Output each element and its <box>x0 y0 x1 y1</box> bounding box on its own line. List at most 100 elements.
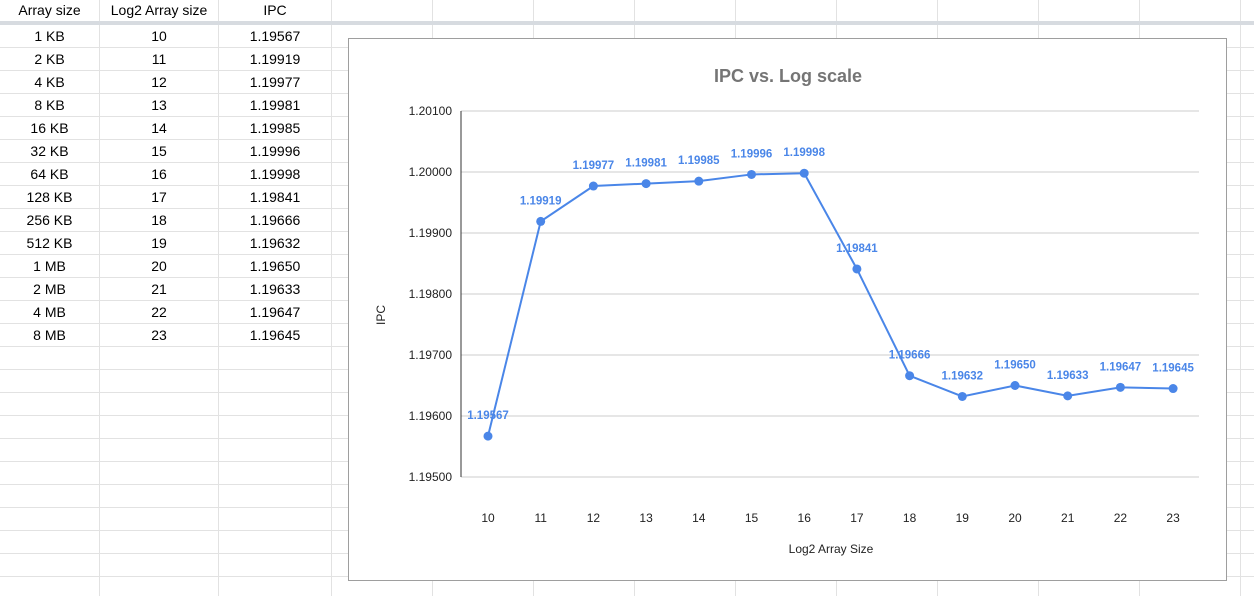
data-label: 1.19985 <box>678 155 720 167</box>
y-tick-label: 1.20100 <box>409 104 453 118</box>
cell-array-size[interactable]: 8 MB <box>33 327 66 343</box>
header-cell-ipc[interactable]: IPC <box>263 2 287 18</box>
data-point[interactable] <box>536 216 546 226</box>
data-point[interactable] <box>1063 391 1073 401</box>
cell-log2-array-size[interactable]: 11 <box>151 51 167 67</box>
column-divider <box>1240 0 1241 596</box>
data-label: 1.19567 <box>467 410 509 422</box>
y-axis-title: IPC <box>374 305 388 325</box>
data-label: 1.19841 <box>836 243 878 255</box>
cell-array-size[interactable]: 4 MB <box>33 304 66 320</box>
data-point[interactable] <box>1010 381 1020 390</box>
data-label: 1.19981 <box>625 158 667 170</box>
cell-ipc[interactable]: 1.19567 <box>249 28 301 44</box>
cell-log2-array-size[interactable]: 16 <box>151 166 167 182</box>
data-point[interactable] <box>1168 384 1178 394</box>
y-tick-label: 1.19500 <box>409 470 453 484</box>
series-points <box>483 168 1178 441</box>
chart-title: IPC vs. Log scale <box>714 66 862 86</box>
cell-log2-array-size[interactable]: 13 <box>151 97 167 113</box>
cell-log2-array-size[interactable]: 20 <box>151 258 167 274</box>
data-labels: 1.19567 1.19919 1.19977 1.19981 1.19985 1.199… <box>467 147 1194 422</box>
cell-array-size[interactable]: 1 MB <box>33 258 66 274</box>
x-tick-label: 18 <box>903 511 917 525</box>
cell-ipc[interactable]: 1.19981 <box>249 97 301 113</box>
y-tick-label: 1.19900 <box>409 226 453 240</box>
cell-array-size[interactable]: 64 KB <box>30 166 69 182</box>
column-divider <box>218 0 219 596</box>
cell-ipc[interactable]: 1.19633 <box>249 281 301 297</box>
cell-array-size[interactable]: 2 KB <box>34 51 65 67</box>
data-point[interactable] <box>588 181 598 191</box>
cell-log2-array-size[interactable]: 23 <box>151 327 167 343</box>
cell-array-size[interactable]: 8 KB <box>34 97 65 113</box>
x-tick-label: 16 <box>798 511 812 525</box>
cell-log2-array-size[interactable]: 10 <box>151 28 167 44</box>
cell-array-size[interactable]: 16 KB <box>30 120 69 136</box>
cell-array-size[interactable]: 512 KB <box>26 235 73 251</box>
x-tick-label: 20 <box>1008 511 1022 525</box>
cell-ipc[interactable]: 1.19977 <box>249 74 301 90</box>
cell-ipc[interactable]: 1.19998 <box>249 166 301 182</box>
data-point[interactable] <box>641 179 651 189</box>
cell-log2-array-size[interactable]: 15 <box>151 143 167 159</box>
column-divider <box>331 0 332 596</box>
x-tick-label: 21 <box>1061 511 1075 525</box>
y-tick-label: 1.20000 <box>409 165 453 179</box>
cell-ipc[interactable]: 1.19666 <box>249 212 301 228</box>
cell-ipc[interactable]: 1.19996 <box>249 143 301 159</box>
data-label: 1.19647 <box>1100 361 1142 373</box>
data-label: 1.19633 <box>1047 370 1089 382</box>
cell-array-size[interactable]: 2 MB <box>33 281 66 297</box>
data-label: 1.19919 <box>520 195 562 207</box>
data-label: 1.19645 <box>1152 363 1194 375</box>
header-cell-array-size[interactable]: Array size <box>18 2 81 18</box>
data-point[interactable] <box>852 264 862 274</box>
data-label: 1.19632 <box>942 370 984 382</box>
line-chart: IPC vs. Log scale IPC Log2 Array Size 1.… <box>374 66 1199 556</box>
cell-ipc[interactable]: 1.19647 <box>249 304 301 320</box>
cell-ipc[interactable]: 1.19650 <box>249 258 301 274</box>
cell-array-size[interactable]: 4 KB <box>34 74 65 90</box>
cell-ipc[interactable]: 1.19841 <box>249 189 301 205</box>
chart-container[interactable]: IPC vs. Log scale IPC Log2 Array Size 1.… <box>348 38 1227 581</box>
cell-ipc[interactable]: 1.19985 <box>249 120 301 136</box>
cell-array-size[interactable]: 1 KB <box>34 28 65 44</box>
data-point[interactable] <box>747 169 756 179</box>
x-tick-label: 19 <box>956 511 970 525</box>
x-tick-label: 17 <box>850 511 864 525</box>
data-point[interactable] <box>905 371 915 381</box>
data-point[interactable] <box>957 391 967 401</box>
data-point[interactable] <box>694 176 704 186</box>
cell-log2-array-size[interactable]: 18 <box>151 212 167 228</box>
cell-ipc[interactable]: 1.19645 <box>249 327 301 343</box>
series-line <box>487 172 1174 437</box>
cell-ipc[interactable]: 1.19632 <box>249 235 301 251</box>
x-tick-label: 13 <box>639 511 653 525</box>
cell-log2-array-size[interactable]: 19 <box>151 235 167 251</box>
cell-log2-array-size[interactable]: 22 <box>151 304 167 320</box>
gridlines <box>461 110 1199 478</box>
data-point[interactable] <box>483 431 493 441</box>
x-tick-label: 22 <box>1114 511 1128 525</box>
cell-log2-array-size[interactable]: 17 <box>151 189 167 205</box>
data-point[interactable] <box>1115 382 1125 392</box>
cell-array-size[interactable]: 128 KB <box>26 189 73 205</box>
data-label: 1.19998 <box>783 147 825 159</box>
x-tick-label: 14 <box>692 511 706 525</box>
x-tick-label: 15 <box>745 511 759 525</box>
cell-ipc[interactable]: 1.19919 <box>249 51 301 67</box>
cell-array-size[interactable]: 32 KB <box>30 143 69 159</box>
header-cell-log2-array-size[interactable]: Log2 Array size <box>110 2 208 18</box>
cell-log2-array-size[interactable]: 14 <box>151 120 167 136</box>
x-tick-labels: 10 11 12 13 14 15 16 17 18 19 20 21 22 23 <box>481 511 1180 525</box>
data-point[interactable] <box>799 168 809 178</box>
frozen-row-divider[interactable] <box>0 21 1254 25</box>
cell-array-size[interactable]: 256 KB <box>26 212 73 228</box>
y-tick-label: 1.19800 <box>409 287 453 301</box>
cell-log2-array-size[interactable]: 21 <box>151 281 167 297</box>
data-label: 1.19666 <box>889 350 931 362</box>
x-tick-label: 23 <box>1166 511 1180 525</box>
x-tick-label: 10 <box>481 511 495 525</box>
cell-log2-array-size[interactable]: 12 <box>151 74 167 90</box>
